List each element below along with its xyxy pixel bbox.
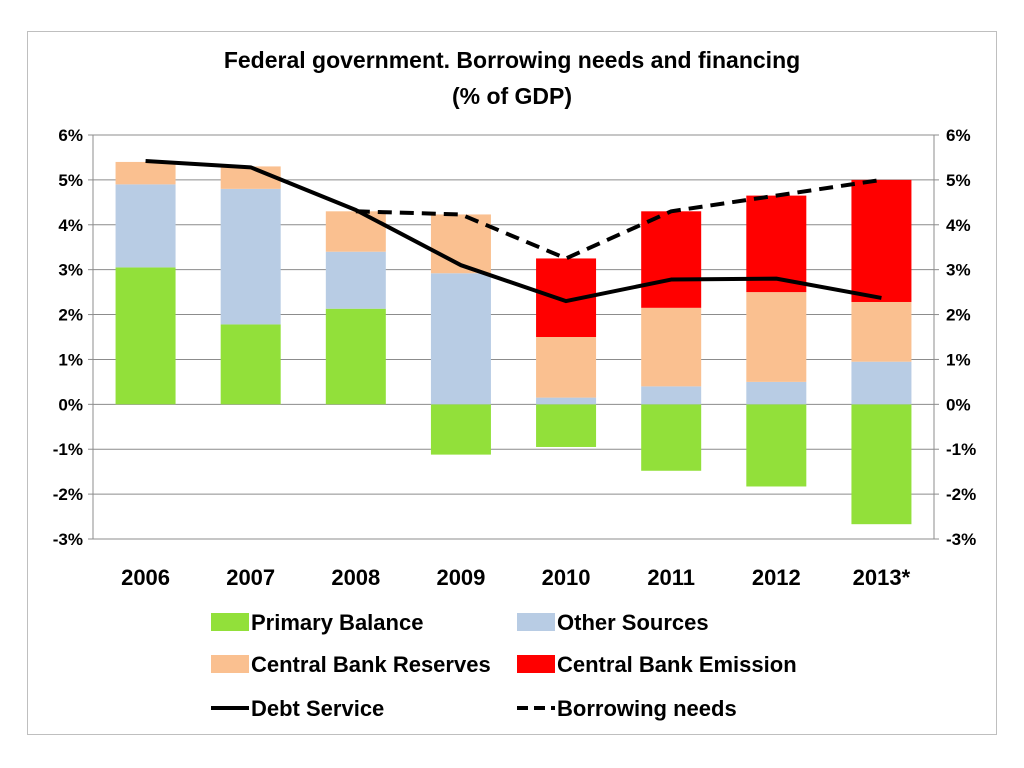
legend-swatch-primary-balance <box>211 613 249 631</box>
y-tick-label-right: 0% <box>946 395 971 414</box>
bar-other-sources-2011 <box>641 386 702 405</box>
bar-other-sources-2006 <box>115 184 176 268</box>
y-tick-label-right: 4% <box>946 216 971 235</box>
bar-other-sources-2009 <box>430 273 491 405</box>
y-tick-label-right: 5% <box>946 171 971 190</box>
y-tick-label-left: -1% <box>53 440 83 459</box>
bar-central-bank-reserves-2006 <box>115 161 176 185</box>
legend-label-debt-service: Debt Service <box>251 696 384 721</box>
line-debt-service <box>145 159 882 304</box>
bar-central-bank-reserves-2010 <box>536 337 597 398</box>
y-tick-label-left: -2% <box>53 485 83 504</box>
bar-primary-balance-2006 <box>115 267 176 405</box>
y-tick-label-right: -2% <box>946 485 976 504</box>
y-tick-label-left: 2% <box>58 306 83 325</box>
legend: Primary Balance Other Sources Central Bank… <box>211 610 797 721</box>
y-tick-label-right: 1% <box>946 350 971 369</box>
bar-central-bank-reserves-2012 <box>746 292 807 382</box>
x-tick-label: 2010 <box>542 565 591 590</box>
chart-title: Federal government. Borrowing needs and … <box>224 47 800 73</box>
x-tick-label: 2009 <box>436 565 485 590</box>
bar-central-bank-emission-2013 <box>851 179 912 302</box>
chart-subtitle: (% of GDP) <box>452 83 572 109</box>
bar-primary-balance-2013 <box>851 404 912 525</box>
bar-other-sources-2010 <box>536 397 597 405</box>
x-tick-label: 2008 <box>331 565 380 590</box>
y-tick-label-left: -3% <box>53 530 83 549</box>
bar-primary-balance-2011 <box>641 404 702 471</box>
bar-primary-balance-2007 <box>220 324 281 405</box>
x-tick-label: 2007 <box>226 565 275 590</box>
y-tick-label-right: 3% <box>946 261 971 280</box>
bar-primary-balance-2012 <box>746 404 807 487</box>
bar-other-sources-2008 <box>325 251 386 309</box>
bars <box>115 161 912 525</box>
x-tick-label: 2011 <box>647 565 695 590</box>
y-tick-label-right: 6% <box>946 126 971 145</box>
legend-swatch-central-bank-reserves <box>211 655 249 673</box>
bar-central-bank-reserves-2008 <box>325 211 386 252</box>
x-tick-label: 2013* <box>853 565 911 590</box>
y-tick-label-left: 4% <box>58 216 83 235</box>
y-tick-label-left: 3% <box>58 261 83 280</box>
y-tick-label-left: 6% <box>58 126 83 145</box>
legend-label-other-sources: Other Sources <box>557 610 709 635</box>
y-tick-label-left: 5% <box>58 171 83 190</box>
legend-swatch-other-sources <box>517 613 555 631</box>
y-tick-label-left: 1% <box>58 350 83 369</box>
legend-label-primary-balance: Primary Balance <box>251 610 423 635</box>
chart-frame: Federal government. Borrowing needs and … <box>27 31 997 735</box>
lines <box>145 159 882 304</box>
y-tick-label-right: -1% <box>946 440 976 459</box>
legend-label-central-bank-emission: Central Bank Emission <box>557 652 797 677</box>
bar-primary-balance-2008 <box>325 308 386 405</box>
bar-other-sources-2013 <box>851 361 912 405</box>
line-borrowing-needs <box>355 177 882 261</box>
bar-central-bank-reserves-2011 <box>641 307 702 387</box>
axes: -3% -3% -2% -2% -1% -1% 0% 0% 1% 1% 2% 2% 3% 3% 4% 4% 5%… <box>53 126 976 590</box>
legend-label-central-bank-reserves: Central Bank Reserves <box>251 652 491 677</box>
gridlines <box>93 134 934 540</box>
y-tick-label-right: -3% <box>946 530 976 549</box>
bar-other-sources-2012 <box>746 381 807 405</box>
bar-central-bank-emission-2012 <box>746 195 807 293</box>
bar-primary-balance-2010 <box>536 404 597 447</box>
x-tick-label: 2012 <box>752 565 801 590</box>
bar-other-sources-2007 <box>220 188 281 325</box>
x-tick-label: 2006 <box>121 565 170 590</box>
bar-central-bank-emission-2011 <box>641 211 702 308</box>
bar-central-bank-reserves-2013 <box>851 301 912 362</box>
bar-primary-balance-2009 <box>430 404 491 455</box>
legend-swatch-central-bank-emission <box>517 655 555 673</box>
chart: Federal government. Borrowing needs and … <box>53 47 976 721</box>
y-tick-label-left: 0% <box>58 395 83 414</box>
legend-label-borrowing-needs: Borrowing needs <box>557 696 737 721</box>
y-tick-label-right: 2% <box>946 306 971 325</box>
